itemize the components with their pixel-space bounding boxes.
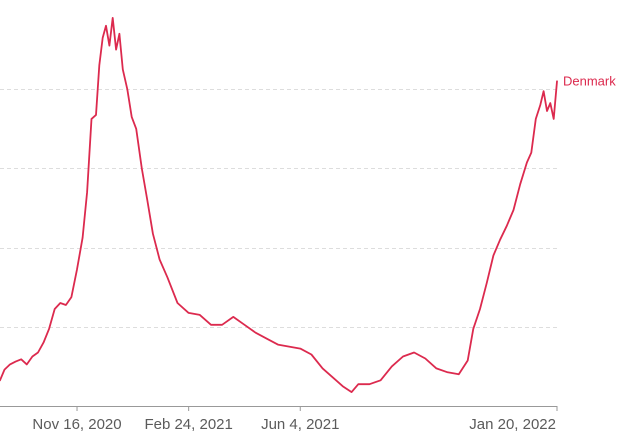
gridlines	[0, 89, 557, 328]
x-tick-label: Nov 16, 2020	[32, 416, 121, 433]
series-label-denmark: Denmark	[563, 73, 616, 88]
x-tick-label: Jun 4, 2021	[261, 416, 339, 433]
x-tick-label: Jan 20, 2022	[469, 416, 556, 433]
series-layer	[0, 17, 558, 393]
series-labels: Denmark	[563, 73, 616, 88]
x-tick-label: Feb 24, 2021	[144, 416, 232, 433]
series-line-denmark	[0, 17, 558, 393]
x-axis: Nov 16, 2020 Feb 24, 2021 Jun 4, 2021 Jan 2…	[0, 406, 558, 433]
